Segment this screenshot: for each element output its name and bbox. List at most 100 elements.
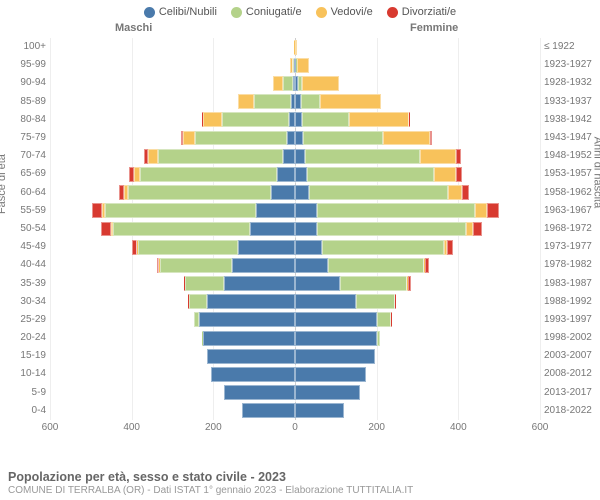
bar-segment [301, 94, 319, 109]
bar-segment [189, 294, 207, 309]
male-bar [50, 93, 295, 111]
bar-segment [185, 276, 224, 291]
male-bar [50, 329, 295, 347]
male-bar [50, 38, 295, 56]
bar-segment [183, 131, 195, 146]
bar-segment [295, 185, 309, 200]
bar-segment [475, 203, 487, 218]
x-tick-label: 400 [450, 422, 467, 433]
bar-segment [273, 76, 283, 91]
female-bar [295, 129, 540, 147]
x-axis: 6004002000200400600 [50, 422, 540, 438]
female-bar [295, 238, 540, 256]
footer: Popolazione per età, sesso e stato civil… [8, 470, 592, 496]
age-label: 35-39 [2, 279, 50, 289]
bar-segment [473, 222, 482, 237]
bar-segment [303, 131, 383, 146]
age-label: 70-74 [2, 151, 50, 161]
age-row: 75-791943-1947 [50, 129, 540, 147]
bar-segment [320, 94, 381, 109]
plot: 100+≤ 192295-991923-192790-941928-193285… [50, 38, 540, 420]
age-row: 55-591963-1967 [50, 202, 540, 220]
male-bar [50, 129, 295, 147]
bar-segment [138, 240, 238, 255]
bar-segment [295, 240, 322, 255]
age-row: 95-991923-1927 [50, 56, 540, 74]
female-bar [295, 329, 540, 347]
birth-year-label: 1963-1967 [540, 206, 598, 216]
bar-segment [222, 112, 289, 127]
bar-segment [140, 167, 277, 182]
bar-segment [295, 131, 303, 146]
bar-segment [295, 167, 307, 182]
bar-segment [383, 131, 430, 146]
bar-segment [211, 367, 295, 382]
age-row: 70-741948-1952 [50, 147, 540, 165]
female-bar [295, 56, 540, 74]
male-label: Maschi [115, 22, 152, 34]
bar-segment [420, 149, 457, 164]
bar-segment [349, 112, 408, 127]
bar-segment [434, 167, 456, 182]
male-bar [50, 220, 295, 238]
age-label: 5-9 [2, 388, 50, 398]
male-bar [50, 311, 295, 329]
age-row: 90-941928-1932 [50, 74, 540, 92]
age-row: 80-841938-1942 [50, 111, 540, 129]
bar-segment [195, 131, 287, 146]
age-label: 20-24 [2, 333, 50, 343]
bar-segment [377, 312, 391, 327]
bar-segment [295, 276, 340, 291]
birth-year-label: 1973-1977 [540, 242, 598, 252]
birth-year-label: 1928-1932 [540, 78, 598, 88]
birth-year-label: 1968-1972 [540, 224, 598, 234]
male-bar [50, 111, 295, 129]
bar-segment [322, 240, 445, 255]
x-tick-label: 200 [368, 422, 385, 433]
bar-segment [232, 258, 295, 273]
age-row: 10-142008-2012 [50, 365, 540, 383]
bar-segment [287, 131, 295, 146]
birth-year-label: 1978-1982 [540, 260, 598, 270]
birth-year-label: 1953-1957 [540, 169, 598, 179]
bar-segment [295, 312, 377, 327]
age-label: 40-44 [2, 260, 50, 270]
male-bar [50, 293, 295, 311]
male-bar [50, 365, 295, 383]
age-label: 85-89 [2, 97, 50, 107]
age-row: 15-192003-2007 [50, 347, 540, 365]
legend-label: Divorziati/e [402, 6, 456, 18]
population-pyramid-chart: Celibi/NubiliConiugati/eVedovi/eDivorzia… [0, 0, 600, 500]
rows: 100+≤ 192295-991923-192790-941928-193285… [50, 38, 540, 420]
bar-segment [462, 185, 468, 200]
bar-segment [309, 185, 448, 200]
bar-segment [277, 167, 295, 182]
birth-year-label: 1988-1992 [540, 297, 598, 307]
bar-segment [295, 203, 317, 218]
bar-segment [295, 222, 317, 237]
bar-segment [295, 403, 344, 418]
male-bar [50, 56, 295, 74]
x-tick-label: 600 [532, 422, 549, 433]
female-bar [295, 274, 540, 292]
bar-segment [391, 312, 392, 327]
bar-segment [487, 203, 499, 218]
bar-segment [377, 331, 380, 346]
gender-labels: Maschi Femmine [0, 22, 600, 38]
bar-segment [254, 94, 291, 109]
age-row: 20-241998-2002 [50, 329, 540, 347]
bar-segment [238, 240, 295, 255]
bar-segment [408, 276, 410, 291]
birth-year-label: ≤ 1922 [540, 42, 598, 52]
bar-segment [148, 149, 158, 164]
plot-area: Fasce di età Anni di nascita 100+≤ 19229… [0, 38, 600, 438]
bar-segment [295, 258, 328, 273]
age-row: 35-391983-1987 [50, 274, 540, 292]
male-bar [50, 238, 295, 256]
bar-segment [238, 94, 254, 109]
legend-label: Coniugati/e [246, 6, 302, 18]
bar-segment [295, 367, 366, 382]
female-bar [295, 293, 540, 311]
bar-segment [317, 203, 474, 218]
x-tick-label: 0 [292, 422, 298, 433]
